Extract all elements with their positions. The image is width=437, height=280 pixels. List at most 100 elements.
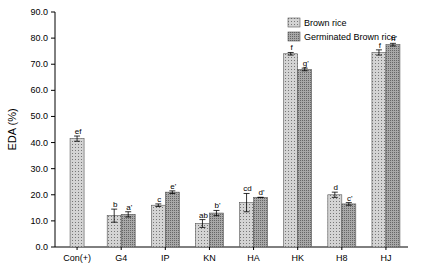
error-line (114, 209, 115, 222)
error-bar (125, 212, 131, 217)
error-line (334, 192, 335, 197)
significance-letter: c (157, 195, 161, 204)
x-tick (121, 247, 122, 250)
bar (254, 197, 268, 247)
x-tick (253, 247, 254, 250)
error-cap (244, 211, 250, 212)
significance-letter: f (379, 41, 382, 50)
error-bar (244, 193, 250, 211)
significance-letter: d (334, 183, 338, 192)
y-tick-label: 70.0 (30, 59, 48, 69)
legend-swatch (288, 18, 300, 27)
y-tick-label: 30.0 (30, 164, 48, 174)
error-bar (74, 136, 80, 141)
error-bar (155, 204, 161, 207)
y-tick (51, 116, 55, 117)
y-tick (51, 220, 55, 221)
x-tick (341, 247, 342, 250)
y-axis (55, 12, 56, 247)
x-tick-label: HJ (380, 253, 391, 263)
y-tick-label: 40.0 (30, 138, 48, 148)
error-cap (302, 70, 308, 71)
y-tick (51, 38, 55, 39)
x-tick (209, 247, 210, 250)
significance-letter: b (113, 200, 118, 209)
error-cap (346, 205, 352, 206)
significance-letter: d' (259, 188, 265, 197)
annotations: efba'ce'abb'cdd'fg'dc'fh' (75, 34, 398, 219)
y-tick-label: 60.0 (30, 85, 48, 95)
bar (386, 45, 400, 247)
bar (328, 195, 342, 247)
x-tick-label: G4 (115, 253, 127, 263)
error-cap (169, 193, 175, 194)
error-cap (74, 141, 80, 142)
significance-letter: a' (126, 203, 132, 212)
x-tick (165, 247, 166, 250)
error-bar (332, 192, 338, 197)
bar (121, 214, 135, 247)
significance-letter: b' (214, 201, 220, 210)
bar (372, 52, 386, 247)
chart: 0.010.020.030.040.050.060.070.080.090.0E… (0, 0, 437, 280)
legend-swatch (288, 32, 300, 41)
error-line (202, 220, 203, 228)
error-bar (346, 203, 352, 206)
bar (209, 213, 223, 247)
error-bar (213, 210, 219, 215)
legend-label: Germinated Brown rice (304, 32, 396, 42)
error-bar (288, 52, 294, 55)
y-tick (51, 168, 55, 169)
legend: Brown riceGerminated Brown rice (288, 18, 396, 42)
bar (284, 54, 298, 247)
error-cap (390, 45, 396, 46)
y-tick (51, 12, 55, 13)
x-tick (297, 247, 298, 250)
error-cap (199, 227, 205, 228)
y-tick-label: 20.0 (30, 190, 48, 200)
error-line (246, 193, 247, 211)
error-cap (332, 197, 338, 198)
significance-letter: ab (199, 211, 208, 220)
bar (70, 139, 84, 247)
x-tick-label: Con(+) (63, 253, 91, 263)
error-cap (288, 55, 294, 56)
error-cap (111, 222, 117, 223)
error-bar (390, 43, 396, 46)
bar (298, 69, 312, 247)
significance-letter: e' (170, 182, 176, 191)
x-tick-label: H8 (336, 253, 348, 263)
y-tick (51, 247, 55, 248)
y-tick-label: 90.0 (30, 7, 48, 17)
significance-letter: ef (75, 127, 82, 136)
y-axis-label: EDA (%) (6, 108, 18, 150)
error-cap (213, 215, 219, 216)
significance-letter: cd (243, 184, 251, 193)
error-bar (169, 191, 175, 194)
x-tick-label: HA (247, 253, 260, 263)
y-tick (51, 194, 55, 195)
x-tick-label: HK (291, 253, 304, 263)
bar (342, 204, 356, 247)
bars (70, 43, 400, 247)
y-tick (51, 90, 55, 91)
bar (165, 192, 179, 247)
x-tick (77, 247, 78, 250)
y-tick (51, 64, 55, 65)
error-bar (111, 209, 117, 222)
error-cap (125, 216, 131, 217)
error-cap (155, 206, 161, 207)
error-line (378, 50, 379, 55)
y-tick-label: 0.0 (35, 242, 48, 252)
error-line (77, 136, 78, 141)
x-tick-label: KN (203, 253, 216, 263)
bar (195, 224, 209, 248)
error-line (216, 210, 217, 215)
significance-letter: f (291, 43, 294, 52)
significance-letter: g' (303, 59, 309, 68)
x-tick (385, 247, 386, 250)
significance-letter: c' (347, 194, 353, 203)
y-tick-label: 50.0 (30, 111, 48, 121)
y-tick (51, 142, 55, 143)
y-tick-label: 80.0 (30, 33, 48, 43)
